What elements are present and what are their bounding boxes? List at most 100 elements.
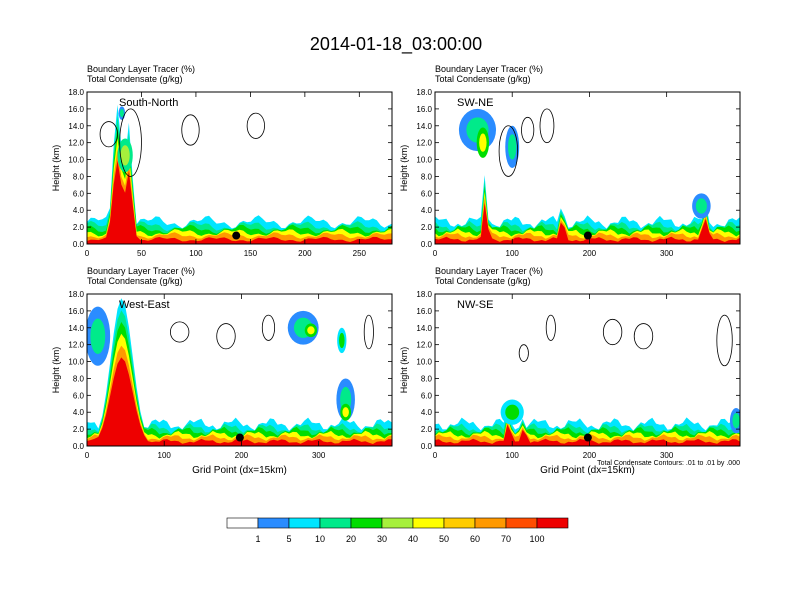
y-tick-label: 18.0	[68, 290, 84, 299]
y-tick-label: 10.0	[68, 358, 84, 367]
x-tick-label: 300	[660, 451, 674, 460]
colorbar-label: 100	[529, 534, 544, 544]
y-tick-label: 6.0	[73, 391, 85, 400]
x-tick-label: 100	[506, 451, 520, 460]
colorbar-swatch	[443, 517, 476, 529]
location-marker	[583, 231, 592, 240]
colorbar-swatch	[350, 517, 383, 529]
x-tick-label: 200	[235, 451, 249, 460]
cloud-patch-core	[505, 404, 520, 420]
contour-note: Total Condensate Contours: .01 to .01 by…	[597, 460, 740, 467]
panel-label: South-North	[119, 97, 178, 109]
colorbar-swatch	[226, 517, 259, 529]
panel-subtitle-condensate: Total Condensate (g/kg)	[435, 74, 531, 84]
y-tick-label: 4.0	[73, 408, 85, 417]
cloud-patch-core	[695, 198, 707, 214]
condensate-contour	[498, 125, 519, 177]
x-tick-label: 200	[298, 249, 312, 258]
y-tick-label: 14.0	[416, 122, 432, 131]
x-tick-label: 0	[85, 249, 90, 258]
colorbar-swatch	[505, 517, 538, 529]
cloud-patch-core	[90, 318, 106, 354]
y-tick-label: 0.0	[421, 442, 433, 451]
colorbar-label: 5	[286, 534, 291, 544]
x-tick-label: 50	[137, 249, 146, 258]
colorbar-label: 20	[346, 534, 356, 544]
tracer-band-10	[435, 202, 740, 244]
panel-subtitle-tracer: Boundary Layer Tracer (%)	[87, 64, 195, 74]
x-tick-label: 300	[660, 249, 674, 258]
x-tick-label: 0	[85, 451, 90, 460]
cloud-patch-core	[120, 145, 130, 166]
x-tick-label: 100	[506, 249, 520, 258]
y-tick-label: 0.0	[73, 442, 85, 451]
colorbar-label: 60	[470, 534, 480, 544]
y-tick-label: 10.0	[416, 358, 432, 367]
panels-group: Boundary Layer Tracer (%)Total Condensat…	[51, 64, 741, 476]
colorbar-swatch	[288, 517, 321, 529]
panel-frame	[86, 293, 393, 447]
x-tick-label: 250	[353, 249, 367, 258]
y-tick-label: 8.0	[73, 172, 85, 181]
colorbar-label: 70	[501, 534, 511, 544]
x-tick-label: 100	[189, 249, 203, 258]
x-tick-label: 300	[312, 451, 326, 460]
condensate-contour	[545, 314, 556, 341]
y-axis-label: Height (km)	[399, 347, 409, 394]
panel-3: Boundary Layer Tracer (%)Total Condensat…	[51, 266, 393, 476]
condensate-contour	[363, 314, 374, 350]
y-tick-label: 12.0	[68, 341, 84, 350]
condensate-contour	[181, 114, 200, 146]
x-axis-label: Grid Point (dx=15km)	[192, 465, 287, 476]
tracer-band-10	[87, 160, 392, 244]
y-tick-label: 0.0	[73, 240, 85, 249]
x-tick-label: 0	[433, 249, 438, 258]
y-tick-label: 4.0	[421, 206, 433, 215]
cloud-patch-core	[342, 407, 349, 418]
location-marker	[583, 433, 592, 442]
y-tick-label: 2.0	[421, 223, 433, 232]
y-tick-label: 4.0	[73, 206, 85, 215]
colorbar-label: 1	[255, 534, 260, 544]
condensate-contour	[246, 112, 265, 139]
y-tick-label: 8.0	[421, 374, 433, 383]
y-tick-label: 2.0	[421, 425, 433, 434]
y-tick-label: 0.0	[421, 240, 433, 249]
colorbar-label: 40	[408, 534, 418, 544]
x-tick-label: 200	[583, 249, 597, 258]
condensate-contour	[518, 344, 529, 362]
condensate-contour	[602, 318, 623, 346]
y-tick-label: 8.0	[421, 172, 433, 181]
colorbar-label: 30	[377, 534, 387, 544]
colorbar: 1 5 10 20 30 40 50 60 70 100	[226, 517, 569, 544]
y-tick-label: 18.0	[416, 290, 432, 299]
location-marker	[235, 433, 244, 442]
x-tick-label: 100	[158, 451, 172, 460]
panel-label: NW-SE	[457, 299, 493, 311]
cloud-patch-core	[508, 134, 517, 160]
condensate-contour	[169, 321, 190, 343]
colorbar-label: 10	[315, 534, 325, 544]
cloud-patch-core	[307, 326, 315, 335]
y-tick-label: 12.0	[416, 341, 432, 350]
tracer-field	[87, 104, 392, 244]
condensate-contour	[539, 108, 555, 144]
colorbar-label: 50	[439, 534, 449, 544]
panel-subtitle-tracer: Boundary Layer Tracer (%)	[87, 266, 195, 276]
tracer-band-3	[435, 180, 740, 244]
panel-label: SW-NE	[457, 97, 493, 109]
location-marker	[232, 231, 241, 240]
y-tick-label: 16.0	[68, 307, 84, 316]
x-tick-label: 150	[244, 249, 258, 258]
panel-subtitle-condensate: Total Condensate (g/kg)	[87, 276, 183, 286]
panel-2: Boundary Layer Tracer (%)Total Condensat…	[399, 64, 741, 258]
y-tick-label: 12.0	[416, 139, 432, 148]
panel-subtitle-condensate: Total Condensate (g/kg)	[87, 74, 183, 84]
y-tick-label: 16.0	[416, 105, 432, 114]
y-tick-label: 6.0	[421, 189, 433, 198]
y-axis-label: Height (km)	[51, 145, 61, 192]
y-tick-label: 2.0	[73, 223, 85, 232]
y-tick-label: 16.0	[416, 307, 432, 316]
condensate-contour	[716, 314, 733, 367]
condensate-contour	[119, 108, 142, 177]
